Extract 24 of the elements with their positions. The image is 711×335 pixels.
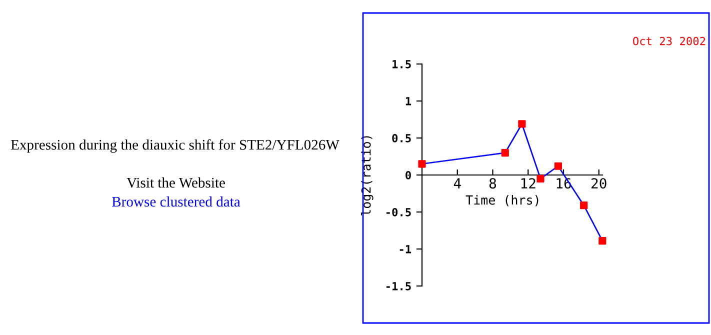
y-tick-label: -1 bbox=[400, 245, 412, 254]
x-tick-label: 4 bbox=[454, 178, 461, 188]
x-tick-label: 20 bbox=[592, 178, 606, 189]
x-tick-label: 8 bbox=[489, 178, 496, 189]
y-tick-label: -1.5 bbox=[386, 282, 411, 290]
text: Expression during the diauxic shift for STE2/YFL026W bbox=[10, 139, 340, 153]
y-tick-label: -0.5 bbox=[386, 208, 411, 216]
y-tick-label: 0 bbox=[406, 170, 411, 180]
text: Browse clustered data bbox=[112, 196, 240, 207]
point bbox=[536, 174, 544, 182]
text: Oct 23 2002 bbox=[633, 36, 706, 46]
point bbox=[418, 160, 426, 168]
point bbox=[501, 149, 509, 157]
point bbox=[598, 237, 606, 245]
text: Visit the Website bbox=[126, 177, 225, 188]
y-axis-title: log2(ratio) bbox=[361, 136, 374, 216]
point bbox=[580, 202, 588, 210]
y-tick-label: 1 bbox=[406, 97, 412, 106]
point bbox=[554, 162, 562, 170]
x-axis-title: Time (hrs) bbox=[466, 195, 538, 206]
point bbox=[518, 120, 526, 128]
x-tick-label: 12 bbox=[521, 178, 536, 188]
y-tick-label: 1.5 bbox=[392, 60, 411, 68]
y-tick-label: 0.5 bbox=[392, 134, 411, 142]
